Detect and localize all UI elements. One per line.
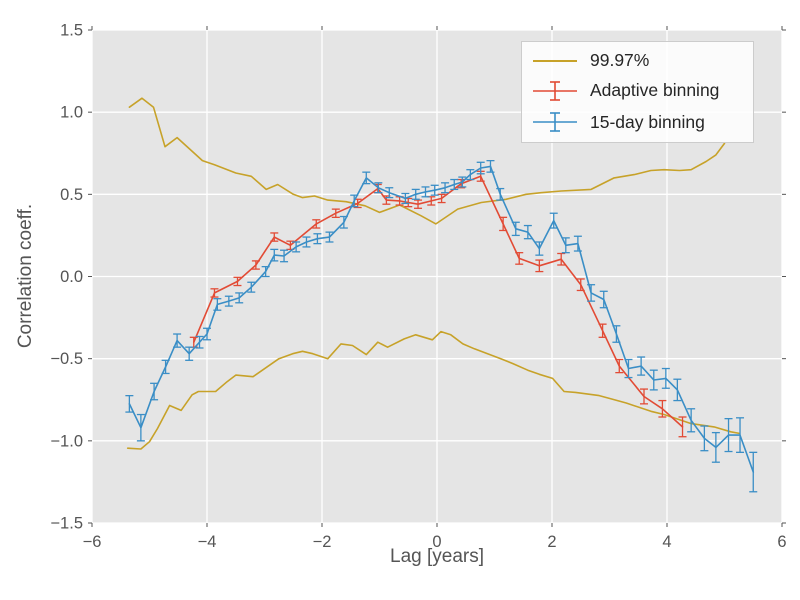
series-99-97-envelope-upper-line: [128, 97, 726, 225]
series-99-97-envelope-lower-line: [126, 330, 741, 450]
y-axis-label: Correlation coeff.: [15, 203, 36, 349]
series-adaptive-binning-line: [193, 175, 684, 428]
y-tick-label: −0.5: [50, 350, 83, 368]
line-sample-icon: [533, 59, 577, 62]
x-tick-label: −6: [83, 533, 102, 551]
errorbar-sample-icon: [533, 112, 577, 133]
x-tick-label: 2: [547, 533, 556, 551]
y-tick-label: 1.5: [60, 22, 83, 40]
legend-label: 99.97%: [590, 49, 650, 70]
y-tick-label: 0.0: [60, 268, 83, 286]
x-tick-label: 6: [777, 533, 786, 551]
legend-entry: 99.97%: [532, 51, 743, 71]
x-tick-label: −4: [198, 533, 217, 551]
x-tick-label: 4: [662, 533, 671, 551]
x-tick-label: −2: [313, 533, 332, 551]
legend-label: Adaptive binning: [590, 80, 720, 101]
errorbar-sample-icon: [533, 81, 577, 101]
y-tick-label: −1.5: [50, 515, 83, 533]
x-tick-label: 0: [432, 533, 441, 551]
y-tick-label: −1.0: [50, 432, 83, 450]
y-tick-label: 1.0: [60, 104, 83, 122]
legend-label: 15-day binning: [590, 111, 705, 132]
legend-entry: 15-day binning: [532, 111, 743, 133]
y-tick-label: 0.5: [60, 186, 83, 204]
legend-entry: Adaptive binning: [532, 80, 743, 102]
x-axis-label: Lag [years]: [390, 546, 484, 567]
legend: 99.97% Adaptive binning 15-day binning: [521, 41, 754, 143]
